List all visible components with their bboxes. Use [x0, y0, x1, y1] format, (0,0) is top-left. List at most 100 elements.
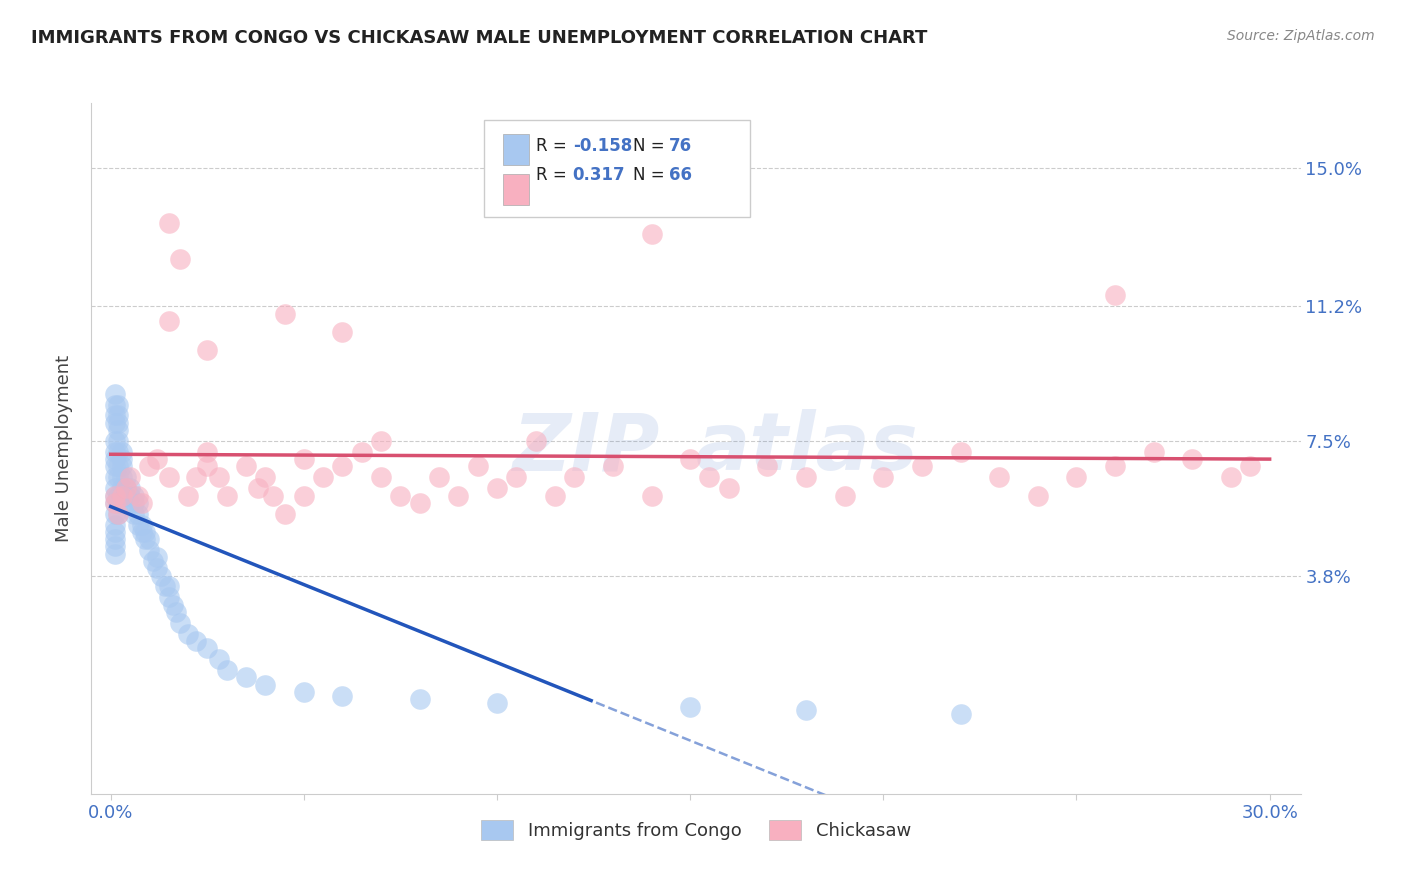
- Point: [107, 470, 129, 484]
- Point: [165, 605, 187, 619]
- Point: [195, 459, 218, 474]
- Point: [103, 489, 125, 503]
- Point: [103, 470, 125, 484]
- Point: [794, 703, 817, 717]
- Point: [131, 517, 153, 532]
- Text: 0.317: 0.317: [572, 166, 626, 184]
- Point: [103, 496, 125, 510]
- Point: [332, 325, 354, 339]
- Point: [111, 470, 134, 484]
- Point: [111, 489, 134, 503]
- Point: [111, 481, 134, 495]
- Point: [146, 561, 169, 575]
- Point: [127, 517, 149, 532]
- Point: [103, 398, 125, 412]
- Text: N =: N =: [633, 137, 671, 155]
- Point: [115, 481, 138, 495]
- Point: [485, 481, 508, 495]
- Point: [131, 496, 153, 510]
- Point: [138, 532, 160, 546]
- Point: [122, 496, 145, 510]
- Text: IMMIGRANTS FROM CONGO VS CHICKASAW MALE UNEMPLOYMENT CORRELATION CHART: IMMIGRANTS FROM CONGO VS CHICKASAW MALE …: [31, 29, 928, 47]
- Point: [107, 459, 129, 474]
- Point: [122, 489, 145, 503]
- Point: [134, 532, 156, 546]
- Point: [602, 459, 624, 474]
- Point: [273, 507, 295, 521]
- Point: [988, 470, 1011, 484]
- Point: [1026, 489, 1049, 503]
- Point: [107, 507, 129, 521]
- Text: -0.158: -0.158: [572, 137, 631, 155]
- Point: [103, 445, 125, 459]
- Point: [103, 459, 125, 474]
- Point: [949, 445, 972, 459]
- Point: [699, 470, 721, 484]
- Point: [103, 507, 125, 521]
- Point: [215, 663, 238, 677]
- Point: [142, 554, 165, 568]
- Point: [254, 470, 277, 484]
- Point: [679, 699, 702, 714]
- Point: [254, 678, 277, 692]
- Point: [177, 489, 200, 503]
- Point: [157, 216, 180, 230]
- Point: [872, 470, 894, 484]
- Point: [208, 470, 231, 484]
- Point: [524, 434, 547, 448]
- Point: [103, 409, 125, 423]
- Point: [409, 692, 432, 706]
- Point: [103, 540, 125, 554]
- Point: [350, 445, 373, 459]
- Bar: [502, 134, 529, 165]
- Point: [177, 627, 200, 641]
- Text: atlas: atlas: [696, 409, 918, 487]
- Point: [169, 615, 191, 630]
- Point: [118, 489, 141, 503]
- Text: 66: 66: [669, 166, 692, 184]
- Point: [103, 481, 125, 495]
- Point: [115, 481, 138, 495]
- Point: [679, 452, 702, 467]
- Point: [1239, 459, 1261, 474]
- Point: [505, 470, 527, 484]
- Point: [162, 598, 184, 612]
- Point: [103, 452, 125, 467]
- Point: [195, 343, 218, 357]
- Point: [262, 489, 284, 503]
- Point: [195, 445, 218, 459]
- Point: [756, 459, 779, 474]
- Point: [115, 489, 138, 503]
- Point: [111, 459, 134, 474]
- Point: [246, 481, 269, 495]
- Point: [389, 489, 412, 503]
- Point: [157, 591, 180, 605]
- Point: [103, 517, 125, 532]
- Point: [1181, 452, 1204, 467]
- Point: [122, 507, 145, 521]
- Text: R =: R =: [536, 166, 572, 184]
- Point: [184, 634, 207, 648]
- Point: [111, 452, 134, 467]
- Point: [138, 459, 160, 474]
- Point: [169, 252, 191, 266]
- Point: [103, 416, 125, 430]
- Point: [292, 452, 315, 467]
- Point: [103, 386, 125, 401]
- Point: [911, 459, 934, 474]
- Point: [235, 459, 257, 474]
- Point: [544, 489, 567, 503]
- Point: [118, 496, 141, 510]
- Point: [107, 423, 129, 437]
- Point: [157, 470, 180, 484]
- Legend: Immigrants from Congo, Chickasaw: Immigrants from Congo, Chickasaw: [474, 813, 918, 847]
- Point: [107, 496, 129, 510]
- Point: [485, 696, 508, 710]
- Text: N =: N =: [633, 166, 671, 184]
- Point: [138, 543, 160, 558]
- Point: [157, 580, 180, 594]
- Point: [292, 685, 315, 699]
- Point: [332, 689, 354, 703]
- Point: [640, 489, 662, 503]
- Point: [1220, 470, 1243, 484]
